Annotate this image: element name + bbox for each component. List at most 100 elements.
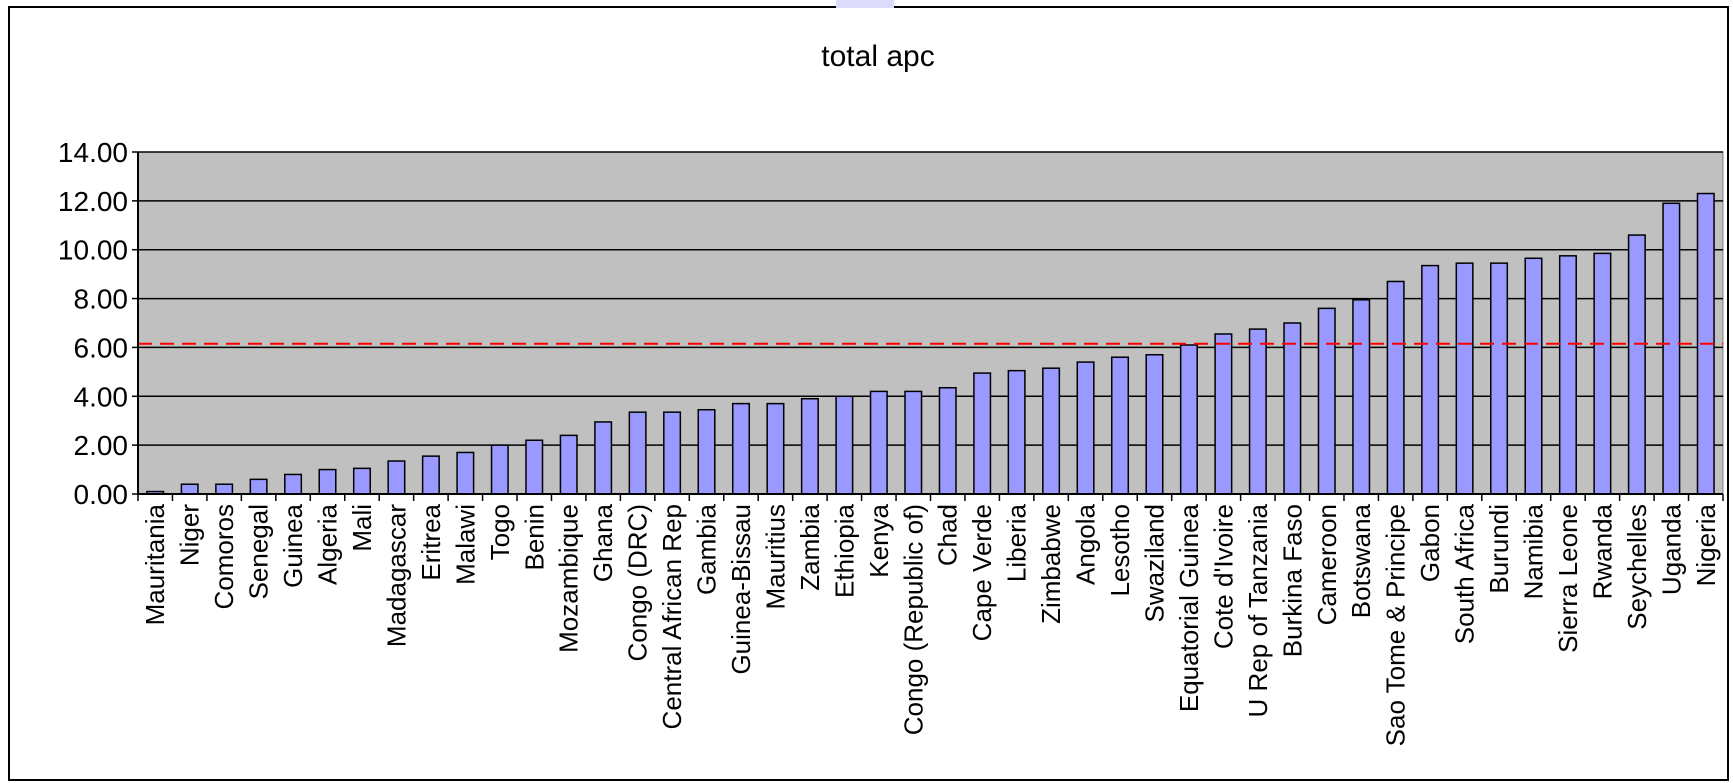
x-tick-label: Zambia bbox=[795, 503, 825, 590]
bar bbox=[1007, 369, 1026, 495]
bar bbox=[421, 455, 440, 495]
bar bbox=[456, 451, 475, 495]
x-tick-label: Lesotho bbox=[1105, 504, 1135, 597]
bar bbox=[1283, 322, 1302, 495]
bar bbox=[1317, 307, 1336, 495]
x-tick-label: Ethiopia bbox=[829, 503, 859, 597]
chart-title: total apc bbox=[821, 40, 934, 73]
bar bbox=[1627, 234, 1646, 495]
bar bbox=[869, 390, 888, 495]
bar bbox=[697, 408, 716, 495]
x-tick-label: Rwanda bbox=[1587, 503, 1617, 599]
x-tick-label: Burundi bbox=[1484, 504, 1514, 594]
bar bbox=[904, 390, 923, 495]
bar bbox=[1179, 344, 1198, 495]
y-tick-label: 4.00 bbox=[74, 381, 129, 412]
bar bbox=[180, 483, 199, 495]
plot-area bbox=[137, 151, 1724, 495]
bar bbox=[1662, 202, 1681, 495]
x-tick-label: Seychelles bbox=[1622, 504, 1652, 630]
x-tick-label: Gambia bbox=[692, 503, 722, 595]
bar bbox=[490, 444, 509, 495]
x-tick-label: Algeria bbox=[313, 503, 343, 584]
bar bbox=[628, 411, 647, 495]
bar bbox=[835, 395, 854, 495]
bar bbox=[1214, 333, 1233, 495]
y-tick-label: 12.00 bbox=[58, 186, 128, 217]
bar bbox=[1455, 262, 1474, 495]
x-tick-label: Zimbabwe bbox=[1036, 504, 1066, 624]
bar bbox=[1076, 361, 1095, 495]
x-tick-label: Cote d'Ivoire bbox=[1208, 504, 1238, 649]
x-tick-label: Togo bbox=[485, 504, 515, 560]
bar bbox=[1110, 356, 1130, 495]
x-tick-label: Benin bbox=[519, 504, 549, 571]
bar bbox=[1352, 299, 1371, 495]
bar bbox=[318, 468, 337, 495]
x-tick-label: Swaziland bbox=[1139, 504, 1169, 623]
x-tick-label: Kenya bbox=[864, 503, 894, 577]
x-tick-label: Namibia bbox=[1518, 503, 1548, 599]
bar bbox=[525, 439, 544, 495]
bar bbox=[1042, 367, 1061, 495]
bar bbox=[249, 478, 268, 495]
bar bbox=[215, 483, 234, 495]
y-tick-label: 14.00 bbox=[58, 137, 128, 168]
bar bbox=[352, 467, 371, 495]
x-tick-label: Gabon bbox=[1415, 504, 1445, 582]
x-tick-label: Botswana bbox=[1346, 503, 1376, 618]
x-tick-label: Sao Tome & Principe bbox=[1381, 504, 1411, 746]
bar bbox=[284, 473, 303, 495]
bar bbox=[938, 386, 957, 495]
x-tick-label: Cameroon bbox=[1312, 504, 1342, 625]
bar bbox=[1593, 252, 1612, 495]
y-tick-label: 0.00 bbox=[74, 479, 129, 510]
y-tick-label: 8.00 bbox=[74, 284, 129, 315]
bar bbox=[800, 397, 819, 495]
bars bbox=[146, 192, 1715, 495]
x-tick-label: Eritrea bbox=[416, 503, 446, 580]
x-tick-label: South Africa bbox=[1450, 503, 1480, 644]
y-tick-label: 2.00 bbox=[74, 430, 129, 461]
y-axis-ticks: 0.00 2.00 4.00 6.00 8.00 10.00 12.00 14.00 bbox=[58, 137, 138, 510]
x-axis-labels: Mauritania Niger Comoros Senegal Guinea Alger… bbox=[140, 503, 1721, 746]
bar bbox=[1490, 262, 1509, 495]
y-tick-label: 6.00 bbox=[74, 332, 129, 363]
x-tick-label: Malawi bbox=[450, 504, 480, 585]
x-tick-label: Angola bbox=[1071, 503, 1101, 584]
x-tick-label: Sierra Leone bbox=[1553, 504, 1583, 653]
bar bbox=[973, 372, 992, 495]
bar bbox=[1558, 255, 1577, 495]
x-tick-label: Guinea bbox=[278, 503, 308, 587]
x-tick-label: Nigeria bbox=[1691, 503, 1721, 586]
x-tick-label: Mali bbox=[347, 504, 377, 552]
bar bbox=[766, 402, 785, 495]
x-tick-label: Congo (Republic of) bbox=[898, 504, 928, 735]
x-tick-label: Equatorial Guinea bbox=[1174, 503, 1204, 712]
x-tick-label: Uganda bbox=[1656, 503, 1686, 595]
x-tick-label: Mauritania bbox=[140, 503, 170, 625]
x-tick-label: Niger bbox=[175, 504, 205, 566]
x-tick-label: Ghana bbox=[588, 503, 618, 582]
y-tick-label: 10.00 bbox=[58, 235, 128, 266]
bar bbox=[731, 402, 751, 495]
bar bbox=[1145, 354, 1164, 495]
bar bbox=[663, 411, 682, 495]
bar bbox=[594, 421, 613, 495]
bar bbox=[559, 434, 578, 495]
bar bbox=[1248, 328, 1267, 495]
x-tick-label: Liberia bbox=[1002, 503, 1032, 582]
x-tick-label: Central African Rep bbox=[657, 504, 687, 729]
bar bbox=[387, 460, 406, 495]
x-tick-label: Congo (DRC) bbox=[623, 504, 653, 662]
x-tick-label: Senegal bbox=[244, 504, 274, 599]
top-tab bbox=[836, 0, 894, 8]
x-tick-label: Cape Verde bbox=[967, 504, 997, 641]
x-tick-label: Burkina Faso bbox=[1277, 504, 1307, 657]
x-tick-label: Comoros bbox=[209, 504, 239, 609]
x-tick-label: U Rep of Tanzania bbox=[1243, 503, 1273, 717]
bar bbox=[1524, 257, 1543, 495]
bar bbox=[1386, 280, 1405, 495]
x-tick-label: Chad bbox=[933, 504, 963, 566]
axes bbox=[137, 152, 1724, 501]
